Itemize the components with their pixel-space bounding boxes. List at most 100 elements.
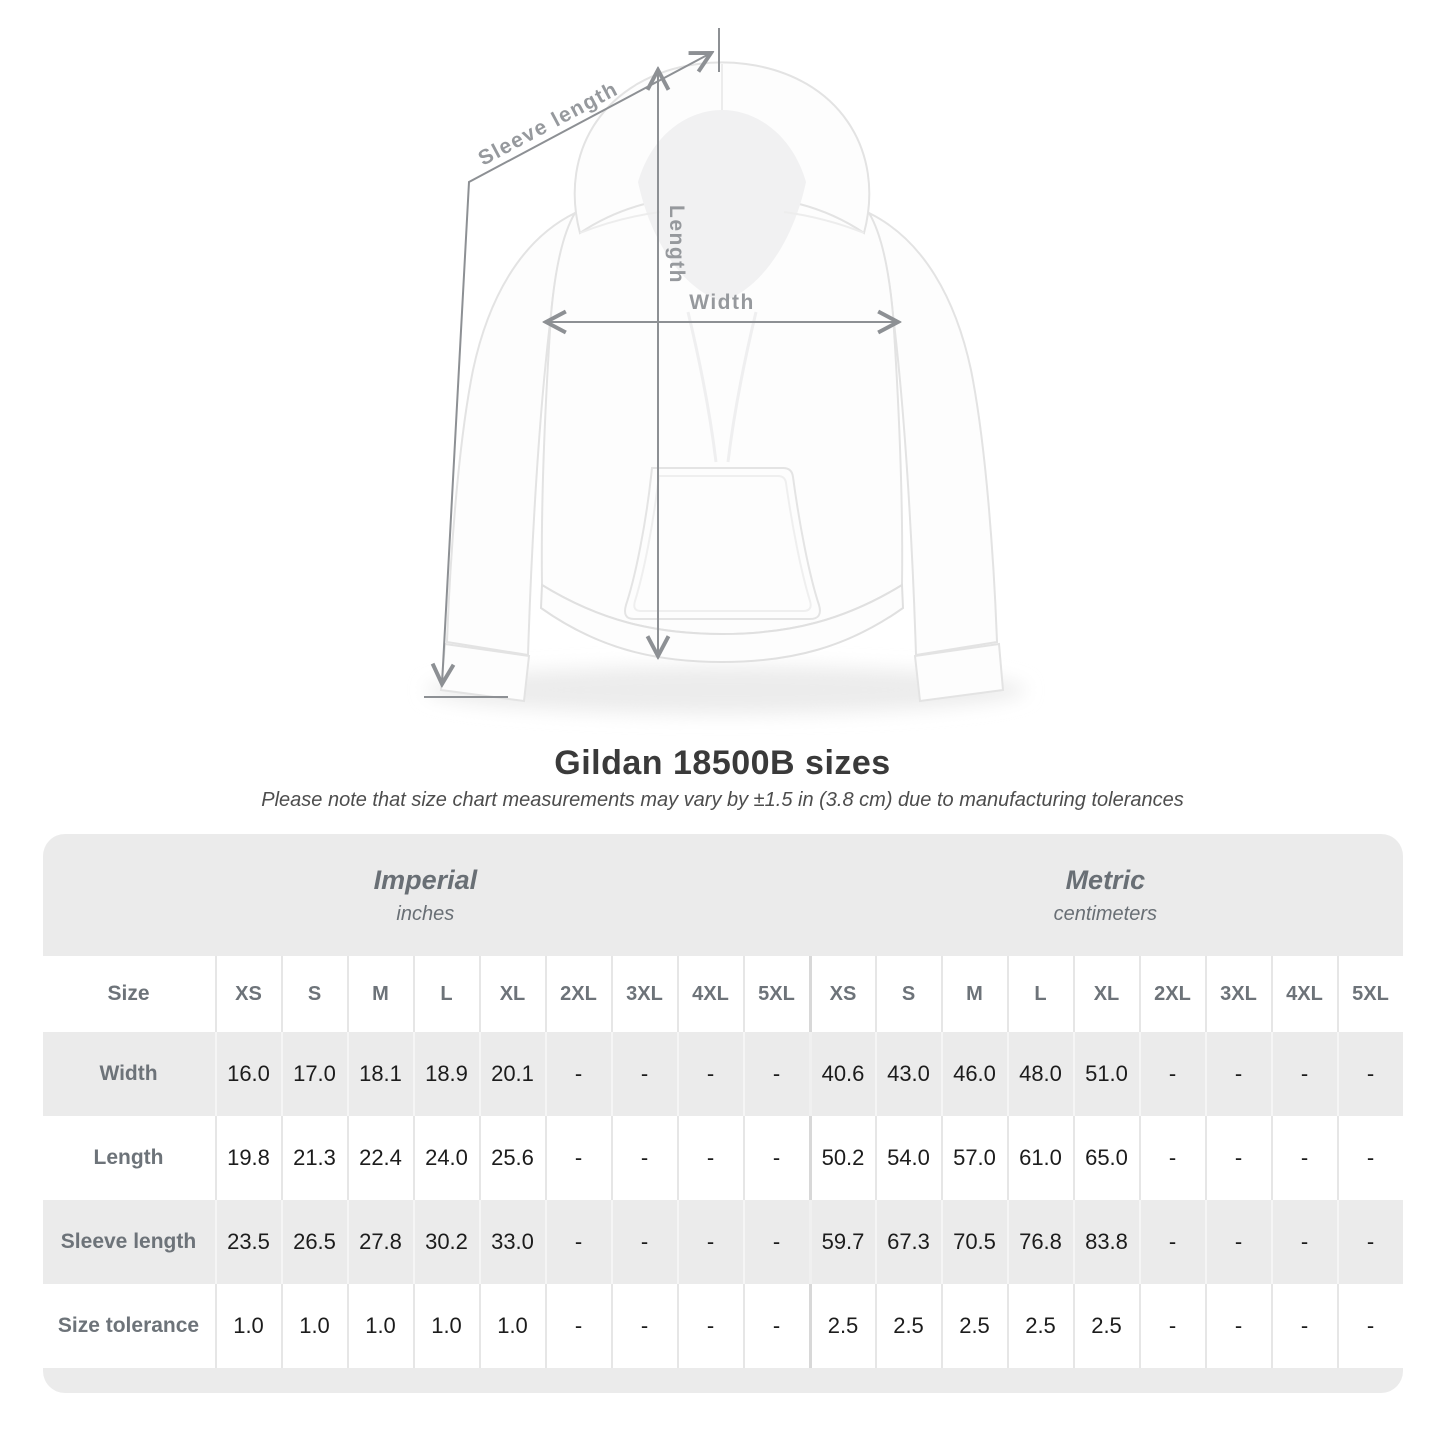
value-cell: 40.6 xyxy=(808,1032,875,1116)
row-label: Sleeve length xyxy=(60,1230,197,1253)
value-cell: 2.5 xyxy=(1072,1284,1139,1368)
value-cell: - xyxy=(676,1032,743,1116)
value-cell: - xyxy=(610,1116,677,1200)
value-cell: 50.2 xyxy=(808,1116,875,1200)
hoodie-measurement-diagram: Sleeve length Length Width xyxy=(424,28,1026,714)
value-cell: - xyxy=(544,1200,611,1284)
imperial-label: Imperial xyxy=(373,864,478,895)
imperial-size-l: L xyxy=(412,956,479,1032)
imperial-size-3xl: 3XL xyxy=(610,956,677,1032)
value-cell: - xyxy=(1336,1200,1403,1284)
value-cell: 1.0 xyxy=(214,1284,281,1368)
value-cell: 23.5 xyxy=(214,1200,281,1284)
value-cell: - xyxy=(1270,1116,1337,1200)
metric-section-header: Metric centimeters xyxy=(808,834,1402,956)
imperial-size-m: M xyxy=(346,956,413,1032)
value-cell: - xyxy=(1138,1116,1205,1200)
unit-section-band: Imperial inches Metric centimeters xyxy=(42,834,1403,956)
value-cell: 61.0 xyxy=(1006,1116,1073,1200)
value-cell: - xyxy=(1204,1284,1271,1368)
value-cell: - xyxy=(1138,1032,1205,1116)
metric-size-s: S xyxy=(874,956,941,1032)
value-cell: 2.5 xyxy=(1006,1284,1073,1368)
metric-size-4xl: 4XL xyxy=(1270,956,1337,1032)
page-title: Gildan 18500B sizes xyxy=(554,744,891,782)
size-chart-table: Imperial inches Metric centimeters Size … xyxy=(42,834,1403,1393)
value-cell: - xyxy=(676,1116,743,1200)
value-cell: 67.3 xyxy=(874,1200,941,1284)
value-cell: 43.0 xyxy=(874,1032,941,1116)
right-cuff xyxy=(913,642,1005,703)
value-cell: - xyxy=(1204,1032,1271,1116)
sleeve-length-arrow xyxy=(442,53,711,684)
value-cell: 19.8 xyxy=(214,1116,281,1200)
row-label: Width xyxy=(99,1062,158,1085)
value-cell: - xyxy=(610,1032,677,1116)
value-cell: 18.1 xyxy=(346,1032,413,1116)
table-footer-band xyxy=(42,1368,1403,1393)
metric-size-2xl: 2XL xyxy=(1138,956,1205,1032)
imperial-size-5xl: 5XL xyxy=(742,956,809,1032)
value-cell: 1.0 xyxy=(280,1284,347,1368)
value-cell: 16.0 xyxy=(214,1032,281,1116)
value-cell: 25.6 xyxy=(478,1116,545,1200)
row-label: Length xyxy=(93,1146,164,1169)
value-cell: - xyxy=(1270,1032,1337,1116)
value-cell: 2.5 xyxy=(874,1284,941,1368)
value-cell: 18.9 xyxy=(412,1032,479,1116)
value-cell: - xyxy=(610,1284,677,1368)
value-cell: 59.7 xyxy=(808,1200,875,1284)
hoodie-illustration: Sleeve length Length Width xyxy=(424,28,1026,714)
value-cell: 76.8 xyxy=(1006,1200,1073,1284)
value-cell: - xyxy=(1138,1200,1205,1284)
measurement-row-width: Width 16.0 17.0 18.1 18.9 20.1 - - - - 4… xyxy=(42,1032,1403,1116)
imperial-size-xl: XL xyxy=(478,956,545,1032)
measurement-row-size-tolerance: Size tolerance 1.0 1.0 1.0 1.0 1.0 - - -… xyxy=(43,1284,1403,1368)
width-label: Width xyxy=(689,291,755,314)
value-cell: - xyxy=(544,1032,611,1116)
value-cell: 30.2 xyxy=(412,1200,479,1284)
value-cell: - xyxy=(1336,1284,1403,1368)
value-cell: 1.0 xyxy=(346,1284,413,1368)
value-cell: 2.5 xyxy=(808,1284,875,1368)
size-corner-header: Size xyxy=(107,982,150,1005)
value-cell: - xyxy=(1138,1284,1205,1368)
metric-size-5xl: 5XL xyxy=(1336,956,1403,1032)
imperial-size-2xl: 2XL xyxy=(544,956,611,1032)
value-cell: 21.3 xyxy=(280,1116,347,1200)
value-cell: 48.0 xyxy=(1006,1032,1073,1116)
metric-unit: centimeters xyxy=(1053,902,1158,925)
value-cell: 57.0 xyxy=(940,1116,1007,1200)
value-cell: 46.0 xyxy=(940,1032,1007,1116)
value-cell: - xyxy=(544,1116,611,1200)
row-label: Size tolerance xyxy=(57,1314,200,1337)
imperial-size-s: S xyxy=(280,956,347,1032)
value-cell: - xyxy=(1336,1116,1403,1200)
measurement-row-sleeve-length: Sleeve length 23.5 26.5 27.8 30.2 33.0 -… xyxy=(42,1200,1403,1284)
value-cell: 51.0 xyxy=(1072,1032,1139,1116)
measurement-row-length: Length 19.8 21.3 22.4 24.0 25.6 - - - - … xyxy=(43,1116,1403,1200)
value-cell: - xyxy=(676,1284,743,1368)
value-cell: - xyxy=(610,1200,677,1284)
metric-size-l: L xyxy=(1006,956,1073,1032)
imperial-size-xs: XS xyxy=(214,956,281,1032)
value-cell: 22.4 xyxy=(346,1116,413,1200)
metric-size-3xl: 3XL xyxy=(1204,956,1271,1032)
value-cell: 1.0 xyxy=(478,1284,545,1368)
value-cell: - xyxy=(1204,1200,1271,1284)
metric-label: Metric xyxy=(1065,864,1146,895)
value-cell: 83.8 xyxy=(1072,1200,1139,1284)
metric-size-m: M xyxy=(940,956,1007,1032)
value-cell: 1.0 xyxy=(412,1284,479,1368)
kangaroo-pocket xyxy=(624,467,821,620)
value-cell: - xyxy=(1270,1200,1337,1284)
value-cell: 33.0 xyxy=(478,1200,545,1284)
length-label: Length xyxy=(665,205,688,284)
value-cell: 20.1 xyxy=(478,1032,545,1116)
value-cell: - xyxy=(544,1284,611,1368)
imperial-section-header: Imperial inches xyxy=(43,834,809,956)
imperial-unit: inches xyxy=(396,902,455,925)
value-cell: 27.8 xyxy=(346,1200,413,1284)
value-cell: - xyxy=(676,1200,743,1284)
metric-size-xl: XL xyxy=(1072,956,1139,1032)
